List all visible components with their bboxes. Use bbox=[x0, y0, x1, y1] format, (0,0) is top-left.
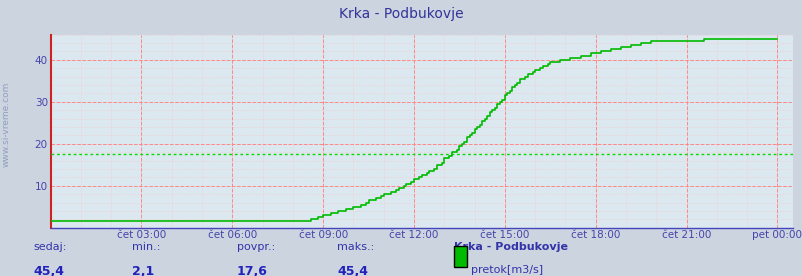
Text: min.:: min.: bbox=[132, 242, 160, 251]
Text: pretok[m3/s]: pretok[m3/s] bbox=[471, 265, 543, 275]
Text: sedaj:: sedaj: bbox=[34, 242, 67, 251]
Text: 17,6: 17,6 bbox=[237, 265, 267, 276]
Text: Krka - Podbukovje: Krka - Podbukovje bbox=[453, 242, 567, 251]
Text: Krka - Podbukovje: Krka - Podbukovje bbox=[338, 7, 464, 21]
Text: 45,4: 45,4 bbox=[34, 265, 65, 276]
Text: 45,4: 45,4 bbox=[337, 265, 368, 276]
Text: povpr.:: povpr.: bbox=[237, 242, 275, 251]
Text: 2,1: 2,1 bbox=[132, 265, 155, 276]
Text: maks.:: maks.: bbox=[337, 242, 374, 251]
Text: www.si-vreme.com: www.si-vreme.com bbox=[2, 81, 11, 167]
